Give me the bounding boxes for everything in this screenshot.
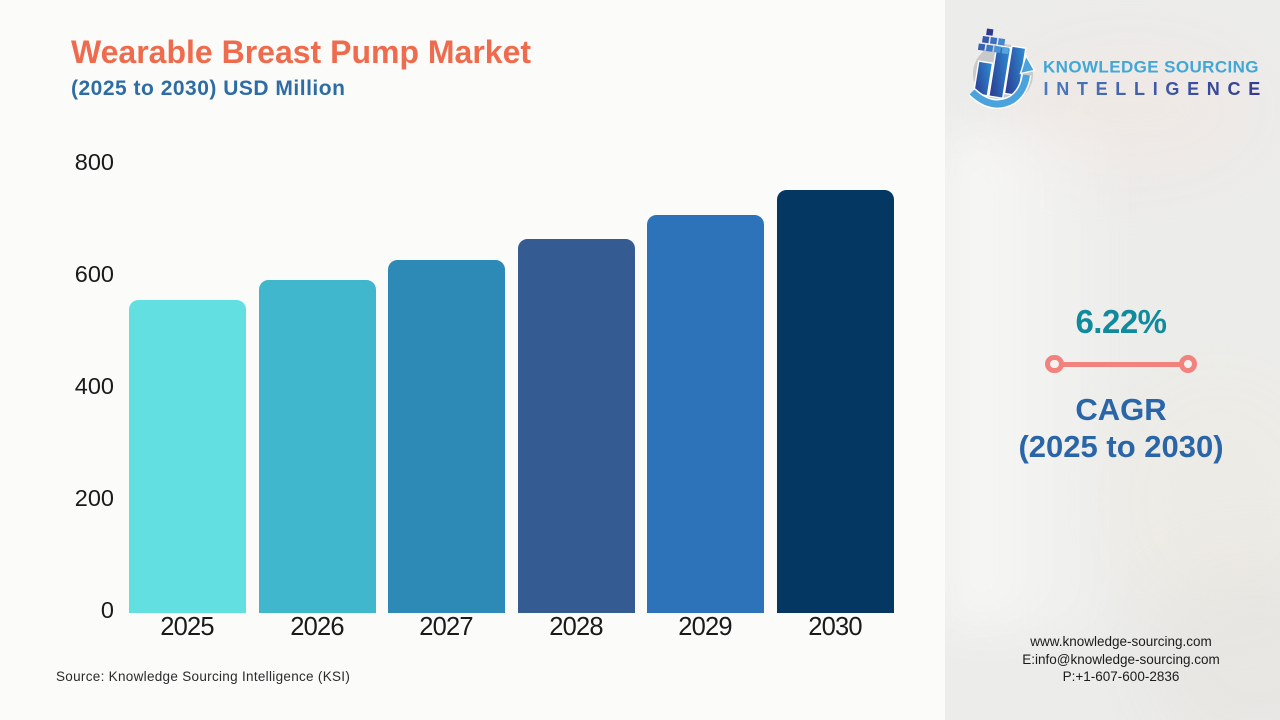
svg-text:INTELLIGENCE: INTELLIGENCE bbox=[1044, 79, 1268, 99]
svg-text:KNOWLEDGE SOURCING: KNOWLEDGE SOURCING bbox=[1043, 58, 1259, 77]
